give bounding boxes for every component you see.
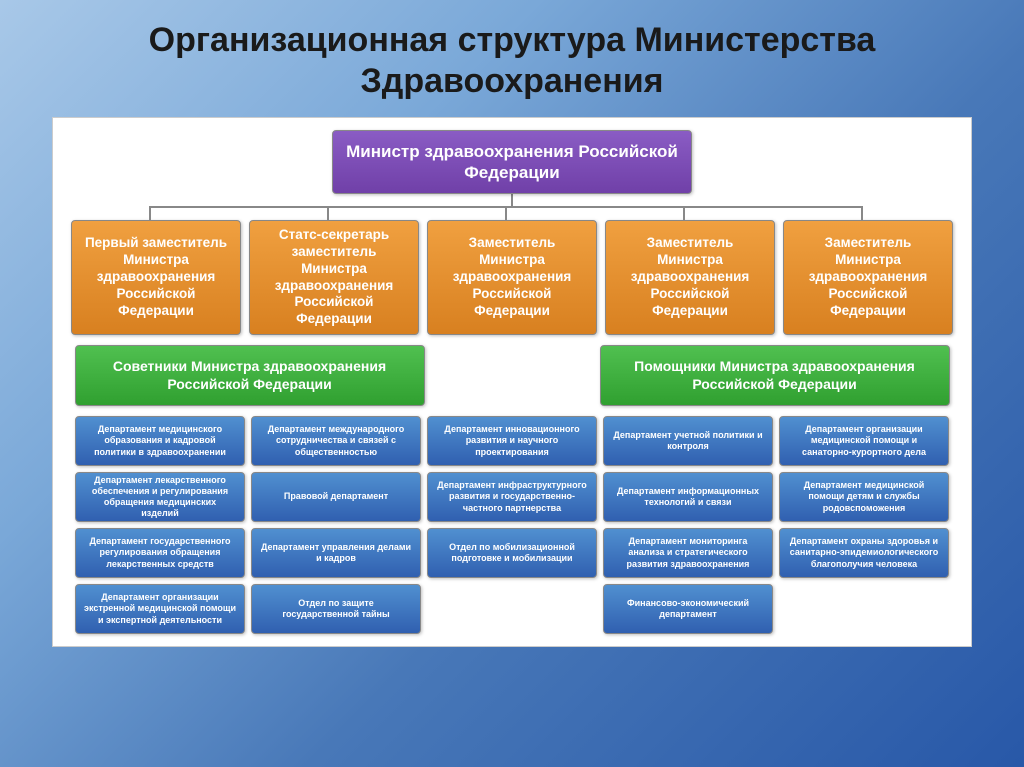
dept-box: Финансово-экономический департамент xyxy=(603,584,773,634)
deputy-box: Заместитель Министра здравоохранения Рос… xyxy=(605,220,775,335)
advisor-right-box: Помощники Министра здравоохранения Росси… xyxy=(600,345,950,406)
deputies-row: Первый заместитель Министра здравоохране… xyxy=(61,220,963,335)
dept-box: Департамент медицинского образования и к… xyxy=(75,416,245,466)
dept-column-4: Департамент организации медицинской помо… xyxy=(779,416,949,634)
org-chart: Министр здравоохранения Российской Федер… xyxy=(52,117,972,648)
dept-box: Департамент медицинской помощи детям и с… xyxy=(779,472,949,522)
dept-box: Департамент государственного регулирован… xyxy=(75,528,245,578)
dept-box: Департамент управления делами и кадров xyxy=(251,528,421,578)
dept-box: Департамент организации медицинской помо… xyxy=(779,416,949,466)
dept-box: Департамент информационных технологий и … xyxy=(603,472,773,522)
dept-box: Отдел по мобилизационной подготовке и мо… xyxy=(427,528,597,578)
dept-box: Правовой департамент xyxy=(251,472,421,522)
advisors-row: Советники Министра здравоохранения Росси… xyxy=(61,345,963,406)
dept-box: Департамент учетной политики и контроля xyxy=(603,416,773,466)
dept-box: Отдел по защите государственной тайны xyxy=(251,584,421,634)
page-title: Организационная структура Министерства З… xyxy=(40,20,984,102)
departments-row: Департамент медицинского образования и к… xyxy=(61,416,963,634)
deputy-box: Заместитель Министра здравоохранения Рос… xyxy=(783,220,953,335)
dept-column-0: Департамент медицинского образования и к… xyxy=(75,416,245,634)
dept-box: Департамент инновационного развития и на… xyxy=(427,416,597,466)
empty-slot xyxy=(779,584,949,634)
advisor-left-box: Советники Министра здравоохранения Росси… xyxy=(75,345,425,406)
connector-bar-deputies xyxy=(61,206,963,220)
empty-slot xyxy=(427,584,597,634)
dept-column-2: Департамент инновационного развития и на… xyxy=(427,416,597,634)
dept-box: Департамент охраны здоровья и санитарно-… xyxy=(779,528,949,578)
dept-column-3: Департамент учетной политики и контроля … xyxy=(603,416,773,634)
deputy-box: Статс-секретарь заместитель Министра здр… xyxy=(249,220,419,335)
dept-box: Департамент международного сотрудничеств… xyxy=(251,416,421,466)
deputy-box: Первый заместитель Министра здравоохране… xyxy=(71,220,241,335)
dept-column-1: Департамент международного сотрудничеств… xyxy=(251,416,421,634)
slide: Организационная структура Министерства З… xyxy=(0,0,1024,767)
dept-box: Департамент организации экстренной медиц… xyxy=(75,584,245,634)
dept-box: Департамент инфраструктурного развития и… xyxy=(427,472,597,522)
dept-box: Департамент лекарственного обеспечения и… xyxy=(75,472,245,522)
deputy-box: Заместитель Министра здравоохранения Рос… xyxy=(427,220,597,335)
minister-box: Министр здравоохранения Российской Федер… xyxy=(332,130,692,195)
dept-box: Департамент мониторинга анализа и страте… xyxy=(603,528,773,578)
